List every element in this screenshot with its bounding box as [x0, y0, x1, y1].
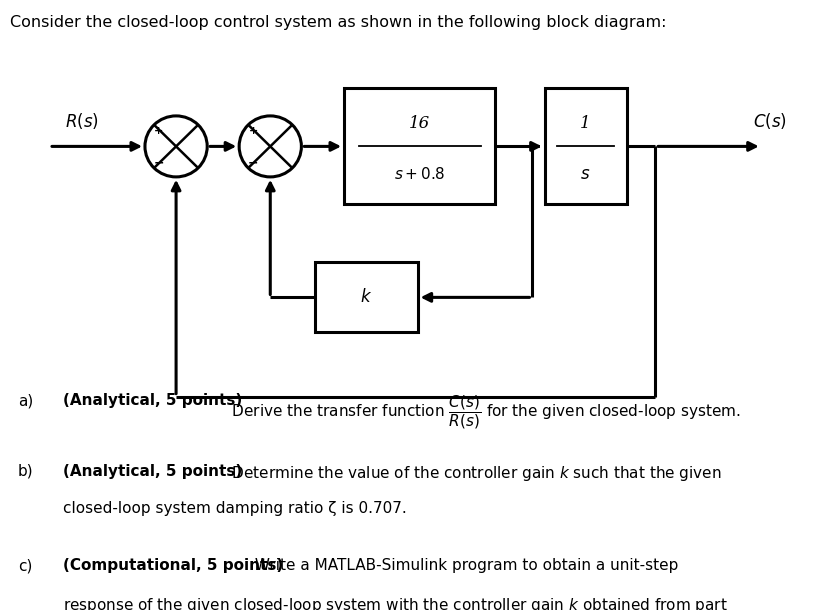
Text: 16: 16: [410, 115, 430, 132]
Text: −: −: [154, 157, 165, 170]
Text: $R(s)$: $R(s)$: [65, 111, 99, 131]
Text: (Analytical, 5 points): (Analytical, 5 points): [63, 464, 242, 479]
Text: +: +: [154, 126, 164, 135]
Text: −: −: [248, 157, 259, 170]
Bar: [545, 88, 627, 204]
Text: b): b): [18, 464, 34, 479]
Text: $k$: $k$: [360, 289, 373, 306]
Bar: [344, 88, 495, 204]
Text: Consider the closed-loop control system as shown in the following block diagram:: Consider the closed-loop control system …: [10, 15, 667, 30]
Text: Write a MATLAB-Simulink program to obtain a unit-step: Write a MATLAB-Simulink program to obtai…: [250, 558, 678, 573]
Text: (Analytical, 5 points): (Analytical, 5 points): [63, 393, 242, 409]
Text: (Computational, 5 points): (Computational, 5 points): [63, 558, 283, 573]
Text: $C(s)$: $C(s)$: [753, 111, 787, 131]
Text: response of the given closed-loop system with the controller gain $k$ obtained f: response of the given closed-loop system…: [63, 596, 728, 610]
Text: $s + 0.8$: $s + 0.8$: [394, 166, 446, 182]
Text: closed-loop system damping ratio ζ is 0.707.: closed-loop system damping ratio ζ is 0.…: [63, 501, 407, 517]
Text: 1: 1: [581, 115, 590, 132]
Bar: [315, 262, 418, 332]
Text: $s$: $s$: [581, 166, 590, 183]
Text: Derive the transfer function $\dfrac{C(s)}{R(s)}$ for the given closed-loop syst: Derive the transfer function $\dfrac{C(s…: [227, 393, 740, 431]
Text: Determine the value of the controller gain $k$ such that the given: Determine the value of the controller ga…: [227, 464, 722, 483]
Text: a): a): [18, 393, 34, 409]
Text: c): c): [18, 558, 33, 573]
Text: +: +: [248, 126, 258, 135]
